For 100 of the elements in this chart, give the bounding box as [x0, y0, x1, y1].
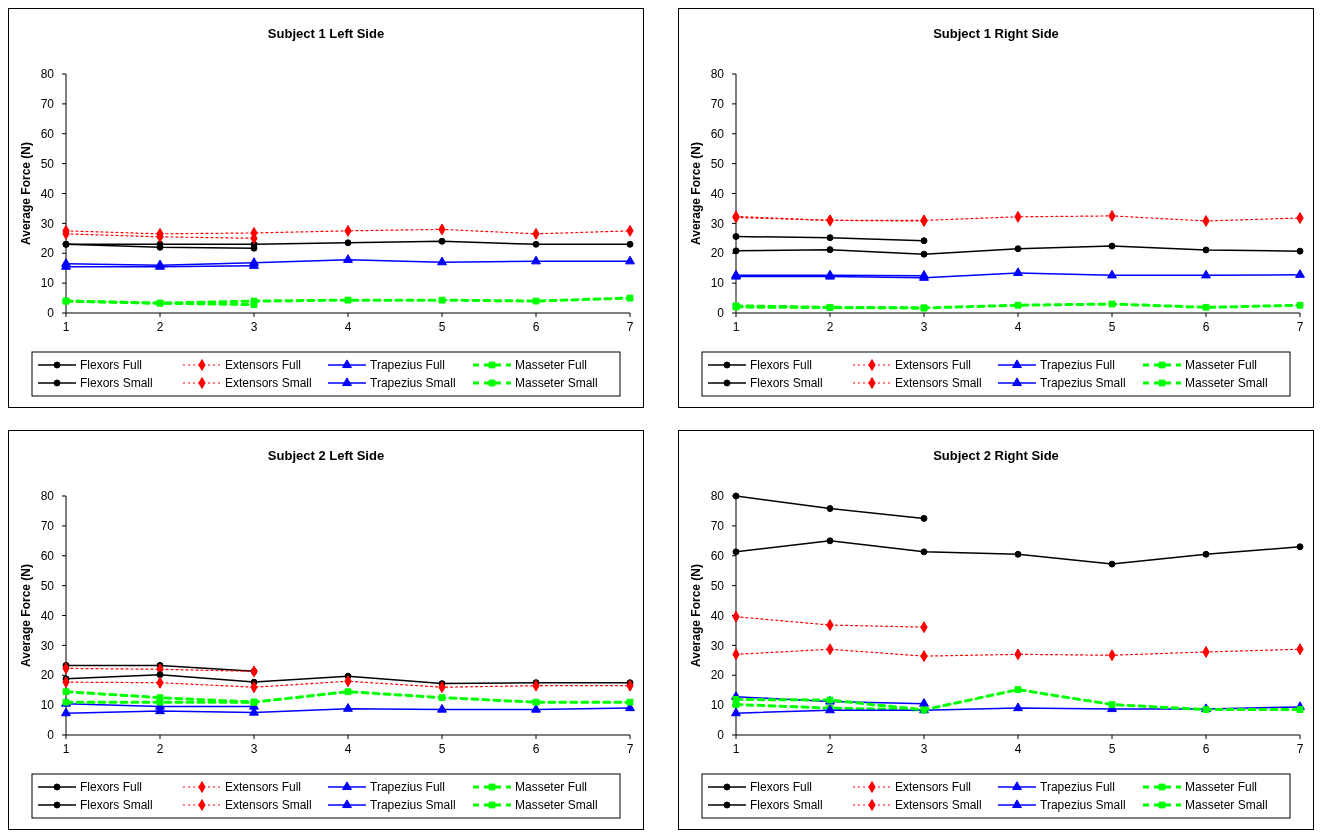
y-tick-label: 80: [710, 489, 725, 504]
y-axis-title: Average Force (N): [689, 564, 703, 667]
x-tick-label: 3: [250, 742, 258, 756]
x-tick-label: 5: [1108, 742, 1116, 756]
y-tick-label: 20: [710, 246, 725, 261]
y-tick-label: 60: [40, 548, 55, 563]
y-tick-label: 20: [710, 668, 725, 683]
x-tick-label: 2: [826, 320, 834, 334]
legend-label: Trapezius Full: [1040, 780, 1115, 795]
legend-label: Trapezius Full: [370, 358, 445, 373]
y-axis-title: Average Force (N): [689, 142, 703, 245]
legend-label: Flexors Full: [750, 780, 813, 795]
x-tick-label: 4: [1014, 320, 1022, 334]
x-tick-label: 5: [438, 320, 446, 334]
legend-label: Flexors Full: [80, 358, 143, 373]
y-axis-title: Average Force (N): [19, 564, 33, 667]
y-tick-label: 40: [40, 186, 55, 201]
legend-label: Extensors Small: [895, 798, 982, 813]
x-tick-label: 2: [156, 320, 164, 334]
legend-label: Flexors Full: [80, 780, 143, 795]
x-tick-label: 7: [1296, 742, 1304, 756]
y-tick-label: 10: [40, 698, 55, 713]
legend-label: Extensors Full: [225, 780, 302, 795]
chart-title: Subject 2 Left Side: [267, 448, 385, 463]
x-tick-label: 6: [1202, 320, 1210, 334]
legend-label: Trapezius Small: [370, 798, 456, 813]
x-tick-label: 5: [438, 742, 446, 756]
x-tick-label: 1: [732, 742, 740, 756]
legend-label: Masseter Full: [1185, 780, 1258, 795]
legend-label: Masseter Small: [515, 798, 598, 813]
y-tick-label: 80: [40, 489, 55, 504]
x-tick-label: 3: [250, 320, 258, 334]
y-tick-label: 50: [40, 578, 55, 593]
legend-label: Trapezius Full: [1040, 358, 1115, 373]
legend-label: Masseter Full: [515, 780, 588, 795]
x-tick-label: 4: [1014, 742, 1022, 756]
y-tick-label: 60: [710, 548, 725, 563]
y-tick-label: 0: [47, 306, 55, 321]
legend-label: Trapezius Small: [1040, 376, 1126, 391]
y-tick-label: 40: [710, 186, 725, 201]
x-tick-label: 7: [626, 320, 634, 334]
y-tick-label: 70: [40, 97, 55, 112]
chart-title: Subject 1 Right Side: [933, 26, 1059, 41]
y-tick-label: 10: [710, 276, 725, 291]
x-tick-label: 3: [920, 320, 928, 334]
y-tick-label: 40: [710, 608, 725, 623]
legend-label: Extensors Full: [895, 780, 972, 795]
x-tick-label: 2: [156, 742, 164, 756]
legend-label: Masseter Full: [1185, 358, 1258, 373]
legend-label: Flexors Small: [750, 798, 823, 813]
y-tick-label: 50: [710, 156, 725, 171]
x-tick-label: 1: [732, 320, 740, 334]
x-tick-label: 2: [826, 742, 834, 756]
y-tick-label: 70: [40, 519, 55, 534]
legend-label: Masseter Small: [1185, 798, 1268, 813]
y-tick-label: 50: [40, 156, 55, 171]
legend-label: Masseter Small: [1185, 376, 1268, 391]
y-tick-label: 30: [40, 216, 55, 231]
legend-label: Extensors Small: [225, 376, 312, 391]
y-tick-label: 70: [710, 97, 725, 112]
chart-title: Subject 1 Left Side: [267, 26, 385, 41]
legend-label: Extensors Full: [225, 358, 302, 373]
legend-label: Trapezius Full: [370, 780, 445, 795]
x-tick-label: 1: [62, 320, 70, 334]
legend-label: Trapezius Small: [1040, 798, 1126, 813]
legend-label: Trapezius Small: [370, 376, 456, 391]
y-tick-label: 30: [710, 216, 725, 231]
y-tick-label: 30: [40, 638, 55, 653]
y-tick-label: 0: [717, 728, 725, 743]
x-tick-label: 7: [626, 742, 634, 756]
legend-label: Flexors Small: [750, 376, 823, 391]
legend-label: Flexors Full: [750, 358, 813, 373]
x-tick-label: 6: [1202, 742, 1210, 756]
x-tick-label: 1: [62, 742, 70, 756]
legend-label: Masseter Full: [515, 358, 588, 373]
x-tick-label: 5: [1108, 320, 1116, 334]
legend-label: Extensors Small: [895, 376, 982, 391]
y-tick-label: 80: [710, 67, 725, 82]
y-tick-label: 0: [717, 306, 725, 321]
y-tick-label: 50: [710, 578, 725, 593]
y-tick-label: 0: [47, 728, 55, 743]
x-tick-label: 4: [344, 320, 352, 334]
y-tick-label: 70: [710, 519, 725, 534]
y-tick-label: 60: [710, 126, 725, 141]
y-tick-label: 20: [40, 246, 55, 261]
legend-label: Masseter Small: [515, 376, 598, 391]
legend-label: Extensors Full: [895, 358, 972, 373]
legend-label: Flexors Small: [80, 798, 153, 813]
legend-label: Extensors Small: [225, 798, 312, 813]
y-tick-label: 60: [40, 126, 55, 141]
y-tick-label: 20: [40, 668, 55, 683]
legend-label: Flexors Small: [80, 376, 153, 391]
y-tick-label: 10: [40, 276, 55, 291]
y-tick-label: 40: [40, 608, 55, 623]
x-tick-label: 3: [920, 742, 928, 756]
y-tick-label: 30: [710, 638, 725, 653]
x-tick-label: 6: [532, 742, 540, 756]
y-tick-label: 10: [710, 698, 725, 713]
chart-title: Subject 2 Right Side: [933, 448, 1059, 463]
x-tick-label: 4: [344, 742, 352, 756]
